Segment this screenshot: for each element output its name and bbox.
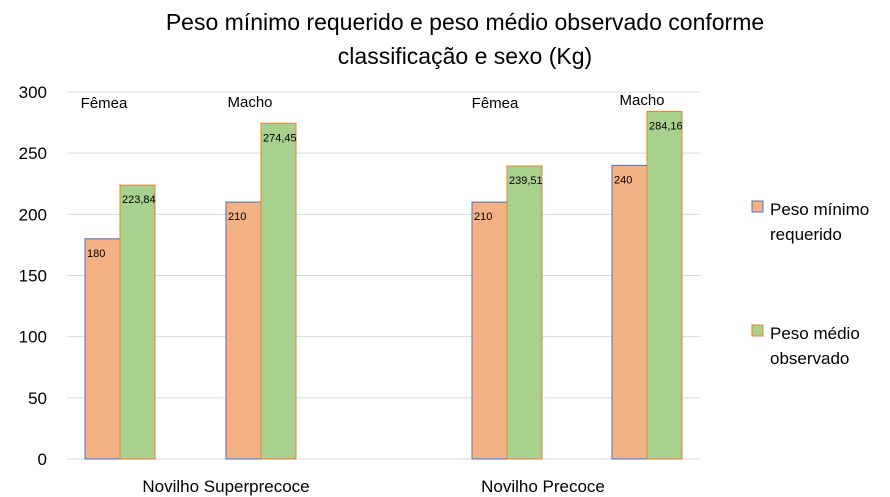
bars — [84, 110, 683, 460]
legend-swatch — [751, 324, 764, 337]
data-label: 223,84 — [122, 194, 156, 206]
bar-series2-2 — [260, 122, 297, 460]
legend-swatch — [751, 200, 764, 213]
chart-title-line-2: classificação e sexo (Kg) — [338, 43, 592, 69]
bar-series1-4 — [611, 164, 648, 460]
category-label: Novilho Precoce — [481, 477, 605, 496]
data-label: 240 — [614, 174, 632, 186]
data-label: 180 — [87, 248, 105, 260]
y-tick-label: 250 — [19, 144, 47, 163]
bar-series1-1 — [84, 238, 121, 460]
bar-series1-3 — [471, 201, 508, 460]
y-tick-label: 150 — [19, 267, 47, 286]
category-labels: Novilho Superprecoce Novilho Precoce — [142, 477, 605, 496]
y-tick-label: 50 — [28, 389, 47, 408]
chart-title-line-1: Peso mínimo requerido e peso médio obser… — [166, 9, 764, 35]
subgroup-labels: Fêmea Macho Fêmea Macho — [81, 92, 665, 112]
gridlines — [67, 91, 700, 460]
subgroup-label: Fêmea — [81, 95, 128, 112]
y-tick-label: 0 — [38, 450, 47, 469]
data-label: 210 — [228, 211, 246, 223]
subgroup-label: Macho — [619, 92, 664, 109]
data-label: 239,51 — [509, 175, 543, 187]
legend-label: Peso médio — [770, 324, 860, 343]
legend-label: Peso mínimo — [770, 200, 869, 219]
data-label: 284,16 — [649, 120, 683, 132]
bar-series2-4 — [646, 110, 683, 460]
subgroup-label: Fêmea — [472, 95, 519, 112]
legend-label: observado — [770, 349, 849, 368]
category-label: Novilho Superprecoce — [142, 477, 309, 496]
data-label: 210 — [474, 211, 492, 223]
y-tick-label: 300 — [19, 83, 47, 102]
data-label: 274,45 — [263, 132, 297, 144]
y-tick-label: 100 — [19, 328, 47, 347]
legend-label: requerido — [770, 225, 842, 244]
legend: Peso mínimo requerido Peso médio observado — [751, 200, 869, 368]
bar-series1-2 — [225, 201, 262, 460]
data-labels: 180 210 210 240 223,84 274,45 239,51 284,16 — [87, 120, 683, 259]
y-tick-label: 200 — [19, 205, 47, 224]
bar-series2-3 — [506, 165, 543, 460]
y-axis-ticks: 0 50 100 150 200 250 300 — [19, 83, 47, 469]
bar-series2-1 — [119, 184, 156, 460]
subgroup-label: Macho — [227, 94, 272, 111]
